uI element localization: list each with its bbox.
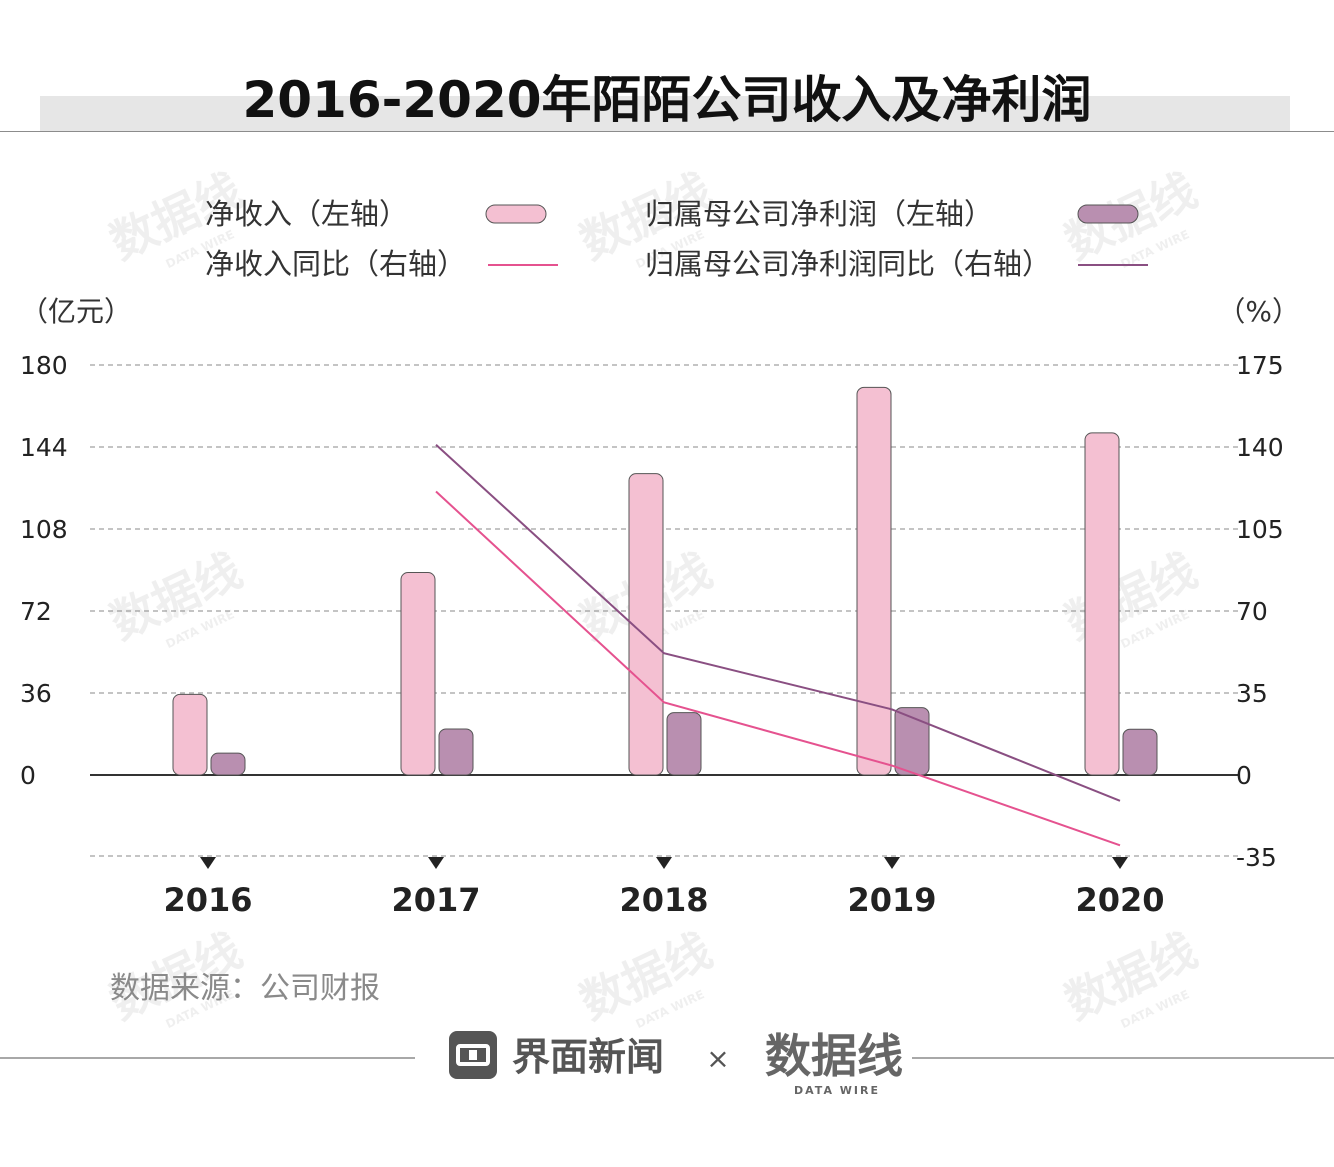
bar-net-profit bbox=[894, 707, 930, 776]
x-tick-label: 2017 bbox=[391, 881, 480, 919]
right-tick-label: 35 bbox=[1236, 679, 1268, 708]
legend-label-revenue: 净收入（左轴） bbox=[205, 197, 408, 231]
left-tick-label: 72 bbox=[20, 597, 52, 626]
left-tick-label: 108 bbox=[20, 515, 68, 544]
bars bbox=[172, 386, 1158, 776]
year-marker-icon bbox=[200, 857, 216, 869]
x-tick-label: 2018 bbox=[619, 881, 708, 919]
left-tick-label: 180 bbox=[20, 351, 68, 380]
line-revenue-yoy bbox=[435, 490, 1121, 847]
bar-revenue bbox=[856, 386, 892, 776]
right-tick-label: -35 bbox=[1236, 843, 1277, 872]
legend-label-net-profit: 归属母公司净利润（左轴） bbox=[645, 197, 993, 231]
legend: 净收入（左轴） 归属母公司净利润（左轴） 净收入同比（右轴） 归属母公司净利润同… bbox=[205, 197, 1148, 281]
right-axis-unit: （%） bbox=[1217, 295, 1300, 328]
jiemian-logo-icon bbox=[449, 1031, 497, 1079]
right-tick-label: 105 bbox=[1236, 515, 1284, 544]
brand-datawire: 数据线 bbox=[765, 1029, 903, 1083]
left-tick-label: 144 bbox=[20, 433, 68, 462]
lines bbox=[435, 443, 1121, 847]
right-tick-label: 140 bbox=[1236, 433, 1284, 462]
bar-revenue bbox=[400, 572, 436, 776]
right-tick-label: 0 bbox=[1236, 761, 1252, 790]
gridlines bbox=[90, 364, 1238, 857]
bar-net-profit bbox=[438, 728, 474, 776]
year-marker-icon bbox=[884, 857, 900, 869]
right-tick-label: 70 bbox=[1236, 597, 1268, 626]
chart-title: 2016-2020年陌陌公司收入及净利润 bbox=[242, 71, 1092, 129]
bar-net-profit bbox=[1122, 728, 1158, 776]
year-marker-icon bbox=[428, 857, 444, 869]
year-marker-icon bbox=[1112, 857, 1128, 869]
bar-revenue bbox=[172, 693, 208, 776]
x-tick-label: 2016 bbox=[163, 881, 252, 919]
x-axis: 2016 2017 2018 2019 2020 bbox=[163, 857, 1165, 919]
footer: 界面新闻 × 数据线 DATA WIRE bbox=[0, 1029, 1334, 1097]
brand-jiemian: 界面新闻 bbox=[512, 1035, 664, 1079]
x-tick-label: 2020 bbox=[1075, 881, 1164, 919]
left-tick-label: 36 bbox=[20, 679, 52, 708]
legend-swatch-revenue bbox=[485, 204, 547, 224]
title-rule bbox=[0, 131, 1334, 132]
bar-revenue bbox=[1084, 432, 1120, 776]
tick-labels: 180 144 108 72 36 0 175 140 105 70 35 0 -35 bbox=[20, 351, 1284, 872]
legend-swatch-net-profit bbox=[1077, 204, 1139, 224]
bar-revenue bbox=[628, 473, 664, 776]
left-axis-unit: （亿元） bbox=[20, 295, 132, 328]
source-note: 数据来源：公司财报 bbox=[110, 971, 380, 1006]
legend-label-revenue-yoy: 净收入同比（右轴） bbox=[205, 247, 466, 281]
x-tick-label: 2019 bbox=[847, 881, 936, 919]
title-band bbox=[40, 96, 1290, 132]
brand-datawire-sub: DATA WIRE bbox=[794, 1084, 880, 1097]
right-tick-label: 175 bbox=[1236, 351, 1284, 380]
brand-separator: × bbox=[706, 1042, 729, 1075]
bar-net-profit bbox=[666, 712, 702, 776]
year-marker-icon bbox=[656, 857, 672, 869]
left-tick-label: 0 bbox=[20, 761, 36, 790]
legend-label-net-profit-yoy: 归属母公司净利润同比（右轴） bbox=[645, 247, 1051, 281]
line-net-profit-yoy bbox=[435, 443, 1121, 802]
bar-net-profit bbox=[210, 752, 246, 776]
